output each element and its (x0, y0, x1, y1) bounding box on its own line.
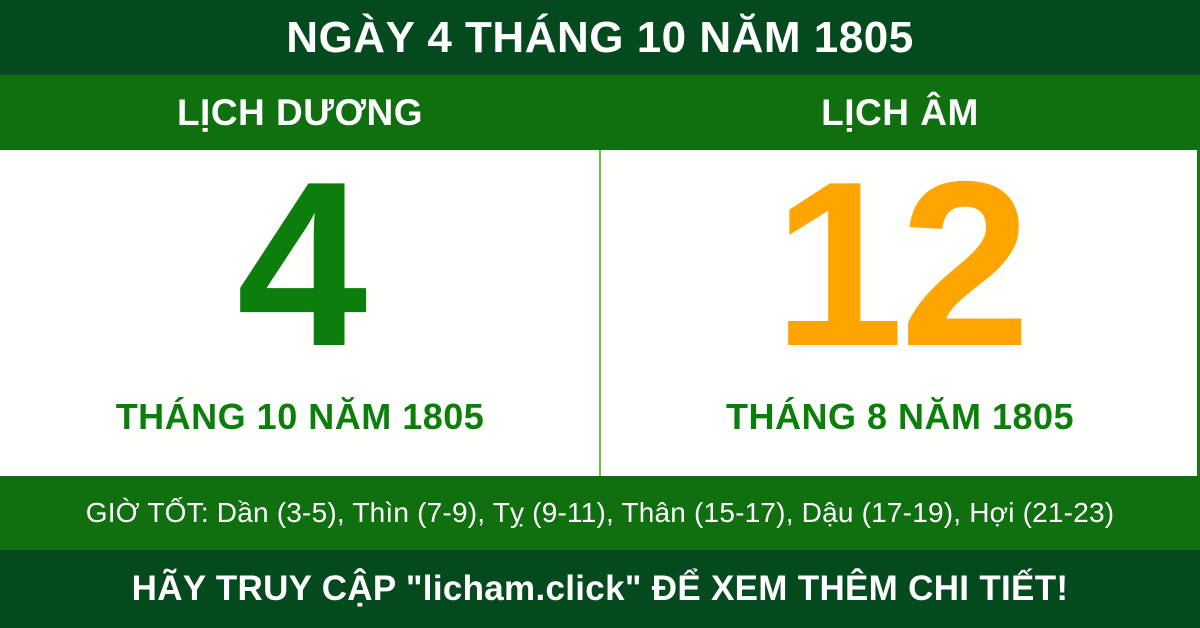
lunar-calendar-header: LỊCH ÂM (821, 91, 979, 133)
solar-month-year-label: THÁNG 10 NĂM 1805 (115, 396, 485, 437)
lunar-month-year-label: THÁNG 8 NĂM 1805 (725, 396, 1075, 437)
footer-cta-text: HÃY TRUY CẬP "licham.click" ĐỂ XEM THÊM … (131, 569, 1069, 608)
solar-day-number: 4 (236, 131, 368, 395)
lunar-panel: 12 THÁNG 8 NĂM 1805 (600, 131, 1200, 476)
footer-bar: HÃY TRUY CẬP "licham.click" ĐỂ XEM THÊM … (0, 550, 1200, 628)
calendar-panels: 4 THÁNG 10 NĂM 1805 12 THÁNG 8 NĂM 1805 (0, 131, 1200, 476)
banner-header: NGÀY 4 THÁNG 10 NĂM 1805 (0, 0, 1200, 75)
good-hours-bar: GIỜ TỐT: Dần (3-5), Thìn (7-9), Tỵ (9-11… (0, 476, 1200, 550)
solar-panel: 4 THÁNG 10 NĂM 1805 (0, 131, 600, 476)
panel-divider (599, 150, 601, 476)
lunar-day-number: 12 (773, 131, 1030, 395)
solar-calendar-header: LỊCH DƯƠNG (176, 91, 424, 133)
panel-right-edge (1197, 150, 1200, 476)
calendar-type-row: LỊCH DƯƠNG LỊCH ÂM (0, 75, 1200, 150)
date-title: NGÀY 4 THÁNG 10 NĂM 1805 (286, 12, 914, 62)
good-hours-text: GIỜ TỐT: Dần (3-5), Thìn (7-9), Tỵ (9-11… (85, 497, 1115, 528)
